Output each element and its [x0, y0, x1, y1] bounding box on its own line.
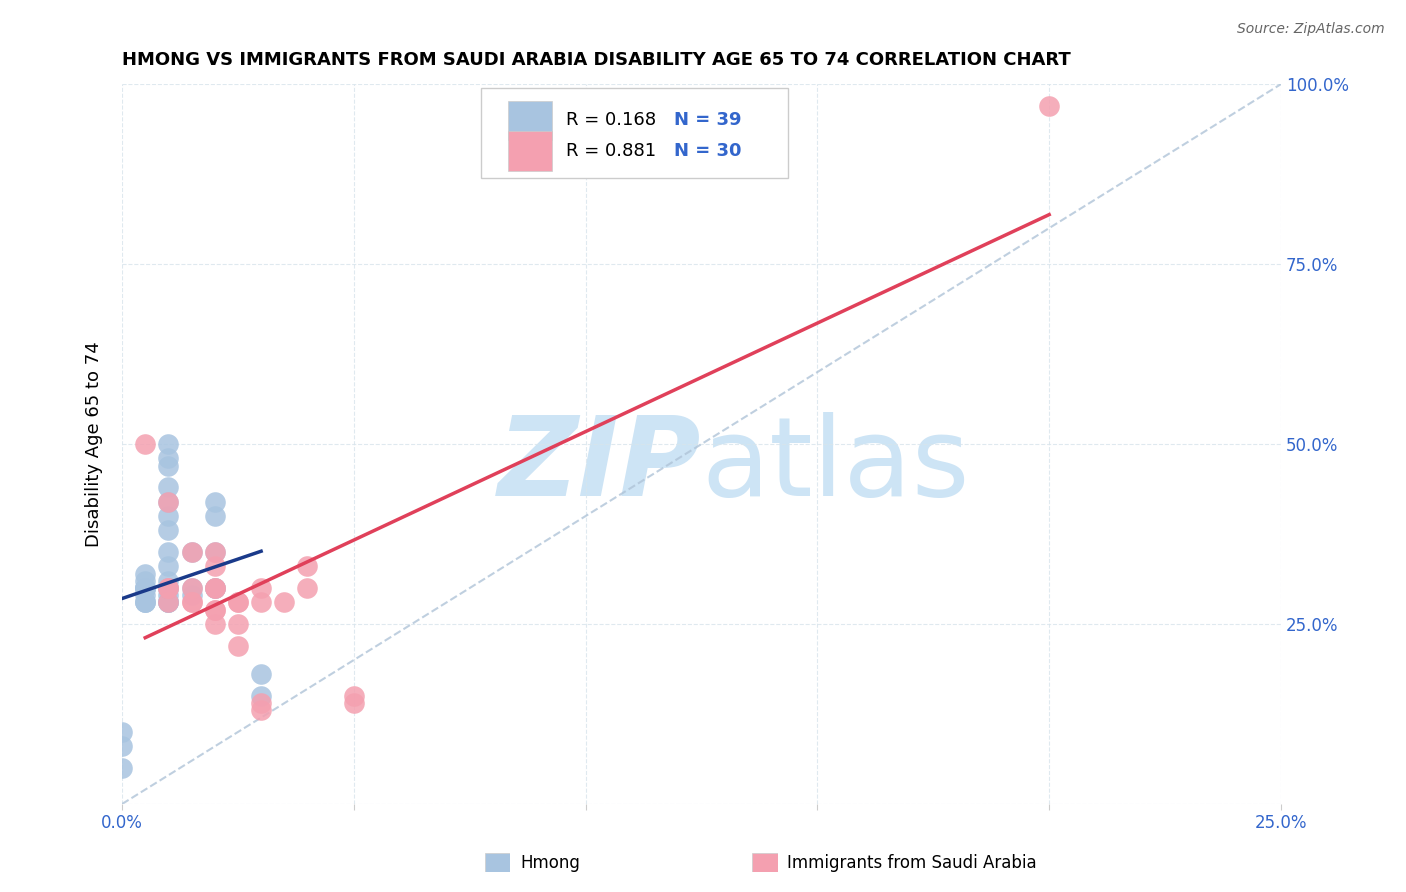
Point — [157, 494, 180, 508]
Point — [157, 458, 180, 473]
Point — [250, 696, 273, 710]
Point — [204, 494, 226, 508]
Point — [157, 588, 180, 602]
Point — [204, 602, 226, 616]
Point — [111, 725, 134, 739]
Point — [226, 617, 249, 632]
Text: Hmong: Hmong — [520, 855, 581, 872]
Point — [157, 595, 180, 609]
Point — [226, 595, 249, 609]
Point — [157, 581, 180, 595]
Point — [204, 545, 226, 559]
Point — [134, 574, 156, 588]
Point — [157, 574, 180, 588]
Text: Source: ZipAtlas.com: Source: ZipAtlas.com — [1237, 22, 1385, 37]
Point — [134, 437, 156, 451]
Point — [157, 595, 180, 609]
Point — [343, 696, 366, 710]
Point — [180, 595, 202, 609]
Point — [157, 509, 180, 524]
Point — [180, 545, 202, 559]
Point — [157, 437, 180, 451]
Point — [134, 595, 156, 609]
Point — [157, 451, 180, 466]
Point — [226, 595, 249, 609]
Point — [204, 559, 226, 574]
Point — [111, 739, 134, 754]
Bar — [508, 131, 553, 170]
Point — [157, 581, 180, 595]
Point — [180, 581, 202, 595]
Text: atlas: atlas — [702, 412, 970, 519]
Point — [134, 595, 156, 609]
Point — [204, 602, 226, 616]
Point — [180, 595, 202, 609]
Point — [297, 559, 319, 574]
FancyBboxPatch shape — [481, 87, 789, 178]
Bar — [508, 101, 553, 140]
Text: HMONG VS IMMIGRANTS FROM SAUDI ARABIA DISABILITY AGE 65 TO 74 CORRELATION CHART: HMONG VS IMMIGRANTS FROM SAUDI ARABIA DI… — [122, 51, 1071, 69]
Point — [134, 581, 156, 595]
Point — [157, 545, 180, 559]
Point — [157, 480, 180, 494]
Point — [273, 595, 295, 609]
Text: R = 0.168: R = 0.168 — [565, 112, 657, 129]
Point — [204, 617, 226, 632]
Point — [204, 581, 226, 595]
Text: Immigrants from Saudi Arabia: Immigrants from Saudi Arabia — [787, 855, 1038, 872]
Point — [250, 667, 273, 681]
Y-axis label: Disability Age 65 to 74: Disability Age 65 to 74 — [86, 341, 103, 547]
Point — [226, 639, 249, 653]
Point — [250, 703, 273, 717]
Point — [134, 581, 156, 595]
Point — [134, 581, 156, 595]
Point — [204, 509, 226, 524]
Point — [297, 581, 319, 595]
Point — [157, 595, 180, 609]
Text: ZIP: ZIP — [498, 412, 702, 519]
Point — [204, 581, 226, 595]
Point — [343, 689, 366, 703]
Text: N = 39: N = 39 — [673, 112, 741, 129]
Point — [111, 761, 134, 775]
Point — [134, 595, 156, 609]
Point — [157, 524, 180, 538]
Point — [134, 588, 156, 602]
Point — [204, 581, 226, 595]
Text: R = 0.881: R = 0.881 — [565, 142, 657, 160]
Point — [250, 595, 273, 609]
Text: N = 30: N = 30 — [673, 142, 741, 160]
Point — [180, 588, 202, 602]
Point — [1038, 99, 1060, 113]
Point — [157, 559, 180, 574]
Point — [157, 581, 180, 595]
Point — [204, 545, 226, 559]
Point — [180, 545, 202, 559]
Point — [180, 581, 202, 595]
Point — [204, 581, 226, 595]
Point — [134, 566, 156, 581]
Point — [157, 494, 180, 508]
Point — [157, 581, 180, 595]
Point — [134, 581, 156, 595]
Point — [157, 595, 180, 609]
Point — [250, 689, 273, 703]
Point — [250, 581, 273, 595]
